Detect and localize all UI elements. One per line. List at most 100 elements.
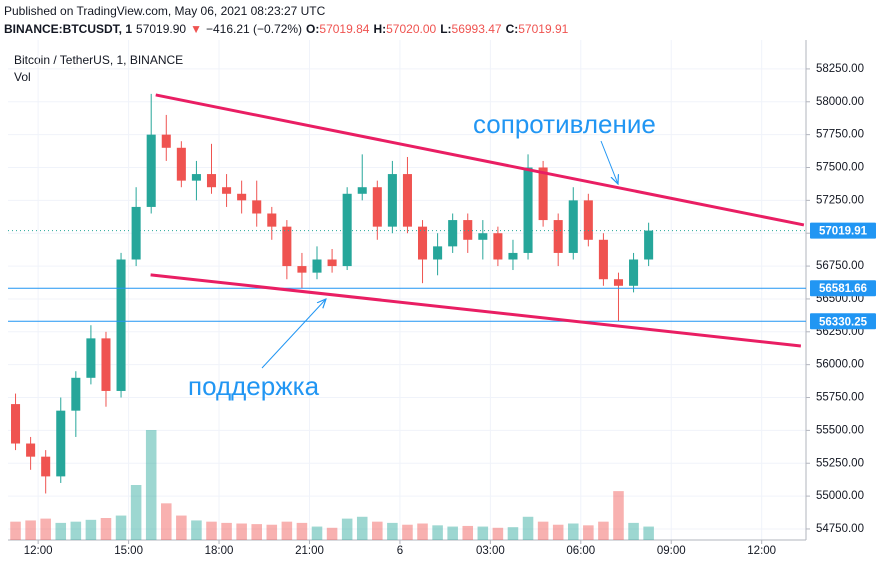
volume-bar — [251, 524, 262, 540]
y-tick-label: 54750.00 — [816, 523, 864, 535]
volume-bar — [567, 523, 579, 540]
candle-body — [418, 226, 428, 260]
candle-body — [297, 266, 307, 273]
volume-bar — [341, 518, 353, 540]
candle-body — [86, 338, 96, 378]
symbol-info-part: 56993.47 — [452, 22, 502, 36]
x-tick-label: 09:00 — [657, 545, 686, 557]
annotation-arrow — [600, 140, 618, 184]
symbol-info-part: L: — [440, 22, 451, 36]
candle-body — [131, 206, 141, 260]
volume-bar — [477, 526, 489, 540]
candle-body — [101, 338, 111, 391]
candle-body — [553, 220, 563, 253]
annotation: сопротивление — [473, 109, 656, 139]
volume-bar — [266, 524, 278, 540]
candle-body — [508, 252, 518, 260]
candle-body — [327, 259, 337, 267]
volume-bar — [10, 521, 21, 540]
symbol-info-part: H: — [373, 22, 386, 36]
volume-bar — [281, 521, 293, 540]
candle-body — [523, 167, 533, 253]
y-tick-label: 56000.00 — [816, 359, 864, 371]
price-tag-label: 56581.66 — [819, 283, 867, 295]
volume-bar — [221, 522, 232, 540]
symbol-info-part: 57020.00 — [386, 22, 436, 36]
candle-body — [478, 233, 488, 240]
volume-bar — [417, 523, 428, 540]
volume-bar — [522, 516, 534, 540]
x-tick-label: 18:00 — [205, 545, 234, 557]
candle-body — [116, 259, 126, 391]
y-tick-label: 58000.00 — [816, 96, 864, 108]
trend-line — [150, 273, 802, 348]
candle-body — [583, 200, 593, 240]
candle-body — [568, 200, 578, 253]
candle-body — [312, 259, 322, 273]
candle-body — [598, 239, 608, 280]
volume-bar — [372, 521, 383, 540]
price-tag-label: 57019.91 — [819, 226, 868, 238]
volume-bar — [55, 522, 67, 540]
volume-bar — [70, 521, 82, 540]
volume-bar — [507, 527, 519, 540]
y-tick-label: 57250.00 — [816, 194, 864, 206]
candle-body — [26, 443, 36, 457]
volume-bar — [311, 526, 323, 540]
candle-body — [493, 233, 503, 260]
symbol-info-part: 57019.91 — [518, 22, 568, 36]
x-tick-label: 6 — [397, 545, 403, 557]
volume-bar — [447, 526, 458, 540]
volume-bar — [598, 521, 609, 540]
candle-body — [463, 220, 473, 240]
volume-bar — [326, 527, 338, 540]
volume-bar — [191, 520, 202, 540]
candle-body — [146, 134, 156, 207]
x-tick-label: 21:00 — [295, 545, 324, 557]
volume-bar — [613, 491, 624, 540]
volume-bar — [25, 520, 36, 540]
candle-body — [161, 134, 171, 148]
volume-bar — [206, 521, 217, 540]
trend-line — [155, 93, 805, 227]
volume-bar — [462, 525, 474, 540]
volume-bar — [40, 518, 51, 540]
candle-body — [433, 246, 443, 260]
volume-bar — [628, 522, 639, 540]
legend-symbol: Bitcoin / TetherUS, 1, BINANCE — [14, 53, 183, 67]
candle-body — [402, 174, 412, 227]
candle-body — [613, 279, 624, 286]
volume-bar — [537, 521, 549, 540]
candle-body — [71, 377, 81, 411]
price-tag — [810, 313, 876, 330]
candle-body — [267, 213, 277, 227]
y-tick-label: 57500.00 — [816, 162, 864, 174]
candle-body — [342, 193, 352, 267]
candle-body — [448, 220, 458, 247]
volume-bar — [100, 518, 112, 540]
annotation-arrow — [261, 299, 326, 369]
symbol-info-part: −416.21 (−0.72%) — [206, 22, 302, 36]
candle-body — [237, 193, 247, 201]
x-tick-label: 12:00 — [24, 545, 53, 557]
candle-body — [372, 187, 382, 227]
price-tag — [810, 280, 876, 297]
y-tick-label: 57750.00 — [816, 129, 864, 141]
y-tick-label: 56750.00 — [816, 260, 864, 272]
y-tick-label: 55750.00 — [816, 392, 864, 404]
symbol-info-part: ▼ — [190, 22, 202, 36]
candle-body — [41, 456, 51, 477]
candle-body — [387, 174, 397, 227]
candle-body — [252, 200, 262, 214]
price-tag-label: 56330.25 — [819, 316, 868, 328]
candle-body — [538, 167, 548, 221]
volume-bar — [115, 515, 127, 540]
symbol-line: BINANCE:BTCUSDT, 1 57019.90 ▼ −416.21 (−0.7… — [4, 22, 569, 36]
candle-body — [176, 147, 186, 181]
volume-bar — [492, 527, 504, 540]
symbol-info-part: O: — [306, 22, 319, 36]
candle-body — [191, 174, 201, 181]
volume-bar — [552, 524, 564, 540]
